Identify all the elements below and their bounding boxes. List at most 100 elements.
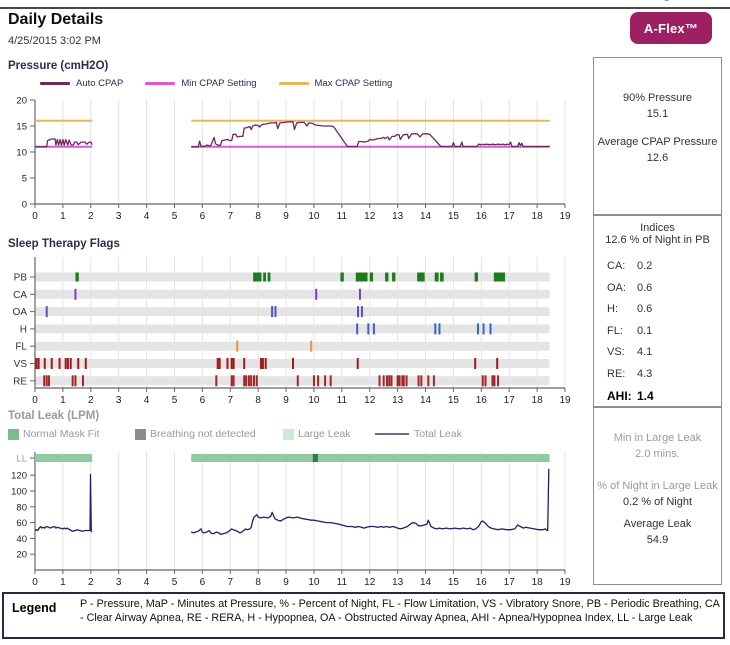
auto-cpap-line-swatch [40,82,70,85]
svg-text:2: 2 [88,577,94,588]
svg-text:15: 15 [16,122,27,133]
svg-text:15: 15 [448,211,460,222]
svg-text:1: 1 [60,577,66,588]
svg-text:0: 0 [22,200,27,211]
svg-text:20: 20 [16,96,27,107]
svg-text:16: 16 [476,211,488,222]
svg-text:0: 0 [32,577,38,588]
sleep-therapy-flags-chart: 0 1 2 3 4 5 6 7 8 9 10 11 12 13 14 15 16 17 18 19 PB CA OA H FL V… [0,253,588,410]
pressure-stats-box: 90% Pressure 15.1 Average CPAP Pressure … [593,57,722,215]
stat-value-average-leak: 54.9 [646,534,669,546]
svg-text:3: 3 [116,577,122,588]
svg-text:19: 19 [559,577,571,588]
legend-label: Max CPAP Setting [314,78,393,89]
svg-text:2: 2 [88,395,94,405]
svg-text:5: 5 [172,395,178,405]
legend-item-breathing-not-detected: Breathing not detected [135,428,256,440]
index-row-re: RE: 4.3 [607,367,653,380]
legend-box-title: Legend [12,601,57,615]
legend-item-total-leak: Total Leak [375,428,462,440]
legend-item-min-cpap: Min CPAP Setting [145,78,257,89]
svg-text:13: 13 [392,395,404,405]
svg-text:11: 11 [337,211,348,222]
abbreviation-legend-box: Legend P - Pressure, MaP - Minutes at Pr… [2,592,725,639]
stat-label-90pct-pressure: 90% Pressure [622,92,693,104]
stat-value-min-in-large-leak: 2.0 mins. [635,448,680,460]
large-leak-band [35,454,93,462]
svg-text:10: 10 [16,148,27,159]
legend-box-text: P - Pressure, MaP - Minutes at Pressure,… [80,598,720,624]
svg-text:14: 14 [420,577,432,588]
row-marks-vs [35,358,499,369]
page-title: Daily Details [8,11,104,28]
svg-text:1: 1 [60,211,66,222]
svg-text:13: 13 [392,211,404,222]
sleep-therapy-flags-svg: 0 1 2 3 4 5 6 7 8 9 10 11 12 13 14 15 16 17 18 19PBCAOAHFLV… [13,257,571,406]
svg-text:8: 8 [255,577,261,588]
svg-text:15: 15 [448,395,460,405]
row-label-oa: OA [13,307,28,318]
stat-value-avg-cpap-pressure: 12.6 [646,152,669,164]
row-band-h [35,324,550,334]
indices-rows: CA: 0.2 OA: 0.6 H: 0.6 FL: 0.1 VS: 4.1 RE: 4.3… [607,260,721,403]
stat-value-90pct-pressure: 15.1 [646,108,669,120]
row-label-ca: CA [13,290,27,301]
svg-text:17: 17 [504,577,516,588]
row-marks-re [43,375,500,387]
svg-text:18: 18 [532,211,544,222]
svg-text:9: 9 [283,577,289,588]
index-row-ca: CA: 0.2 [607,260,653,272]
svg-text:12: 12 [364,211,376,222]
legend-item-normal-mask-fit: Normal Mask Fit [8,428,99,440]
stat-label-min-in-large-leak: Min in Large Leak [613,432,702,444]
legend-label: Normal Mask Fit [23,428,100,440]
svg-text:40: 40 [16,534,27,545]
row-band-fl [35,341,550,351]
svg-text:14: 14 [420,395,432,405]
stat-label-pct-night-large-leak: % of Night in Large Leak [597,480,718,492]
max-cpap-line-swatch [278,82,309,85]
index-row-ahi: AHI: 1.4 [607,389,654,403]
row-label-re: RE [13,376,27,387]
svg-text:10: 10 [308,211,320,222]
svg-text:12: 12 [364,395,376,405]
svg-text:11: 11 [337,395,348,405]
svg-text:18: 18 [532,395,544,405]
aflex-mode-badge: A-Flex™ [630,12,712,44]
svg-text:11: 11 [337,577,348,588]
svg-text:5: 5 [172,577,178,588]
series-auto-cpap [35,121,550,148]
top-divider [0,7,730,9]
cropped-text-fragment: y [664,0,670,1]
pressure-section-title: Pressure (cmH2O) [8,60,109,72]
row-label-fl: FL [15,342,27,353]
series-total-leak [34,468,550,536]
legend-label: Total Leak [414,428,462,440]
svg-text:100: 100 [11,487,27,498]
svg-text:4: 4 [144,211,150,222]
svg-text:20: 20 [16,550,27,561]
index-row-vs: VS: 4.1 [607,346,653,358]
leak-stats-box: Min in Large Leak 2.0 mins. % of Night i… [593,407,722,585]
legend-label: Min CPAP Setting [181,78,257,89]
row-band-oa [35,307,550,317]
row-band-ca [35,289,550,299]
row-band-re [35,376,550,386]
legend-label: Auto CPAP [76,78,124,89]
total-leak-lpm--svg: 0 1 2 3 4 5 6 7 8 9 10 11 12 13 14 15 16 17 18 19LL12010080… [11,452,571,588]
pressure-chart: 0 1 2 3 4 5 6 7 8 9 10 11 12 13 14 15 16 17 18 19 0 5 10 15 20 [0,94,588,229]
large-leak-swatch [283,428,294,440]
index-row-oa: OA: 0.6 [607,281,653,294]
svg-text:80: 80 [16,502,27,513]
large-leak-marker [312,454,318,462]
svg-text:6: 6 [200,211,206,222]
flags-section-title: Sleep Therapy Flags [8,238,120,250]
stat-label-average-leak: Average Leak [623,518,692,530]
row-marks-ca [74,288,361,300]
indices-subtitle: 12.6 % of Night in PB [605,234,710,246]
svg-text:0: 0 [32,395,38,405]
svg-text:7: 7 [227,211,233,222]
svg-text:10: 10 [308,577,320,588]
svg-text:16: 16 [476,395,488,405]
